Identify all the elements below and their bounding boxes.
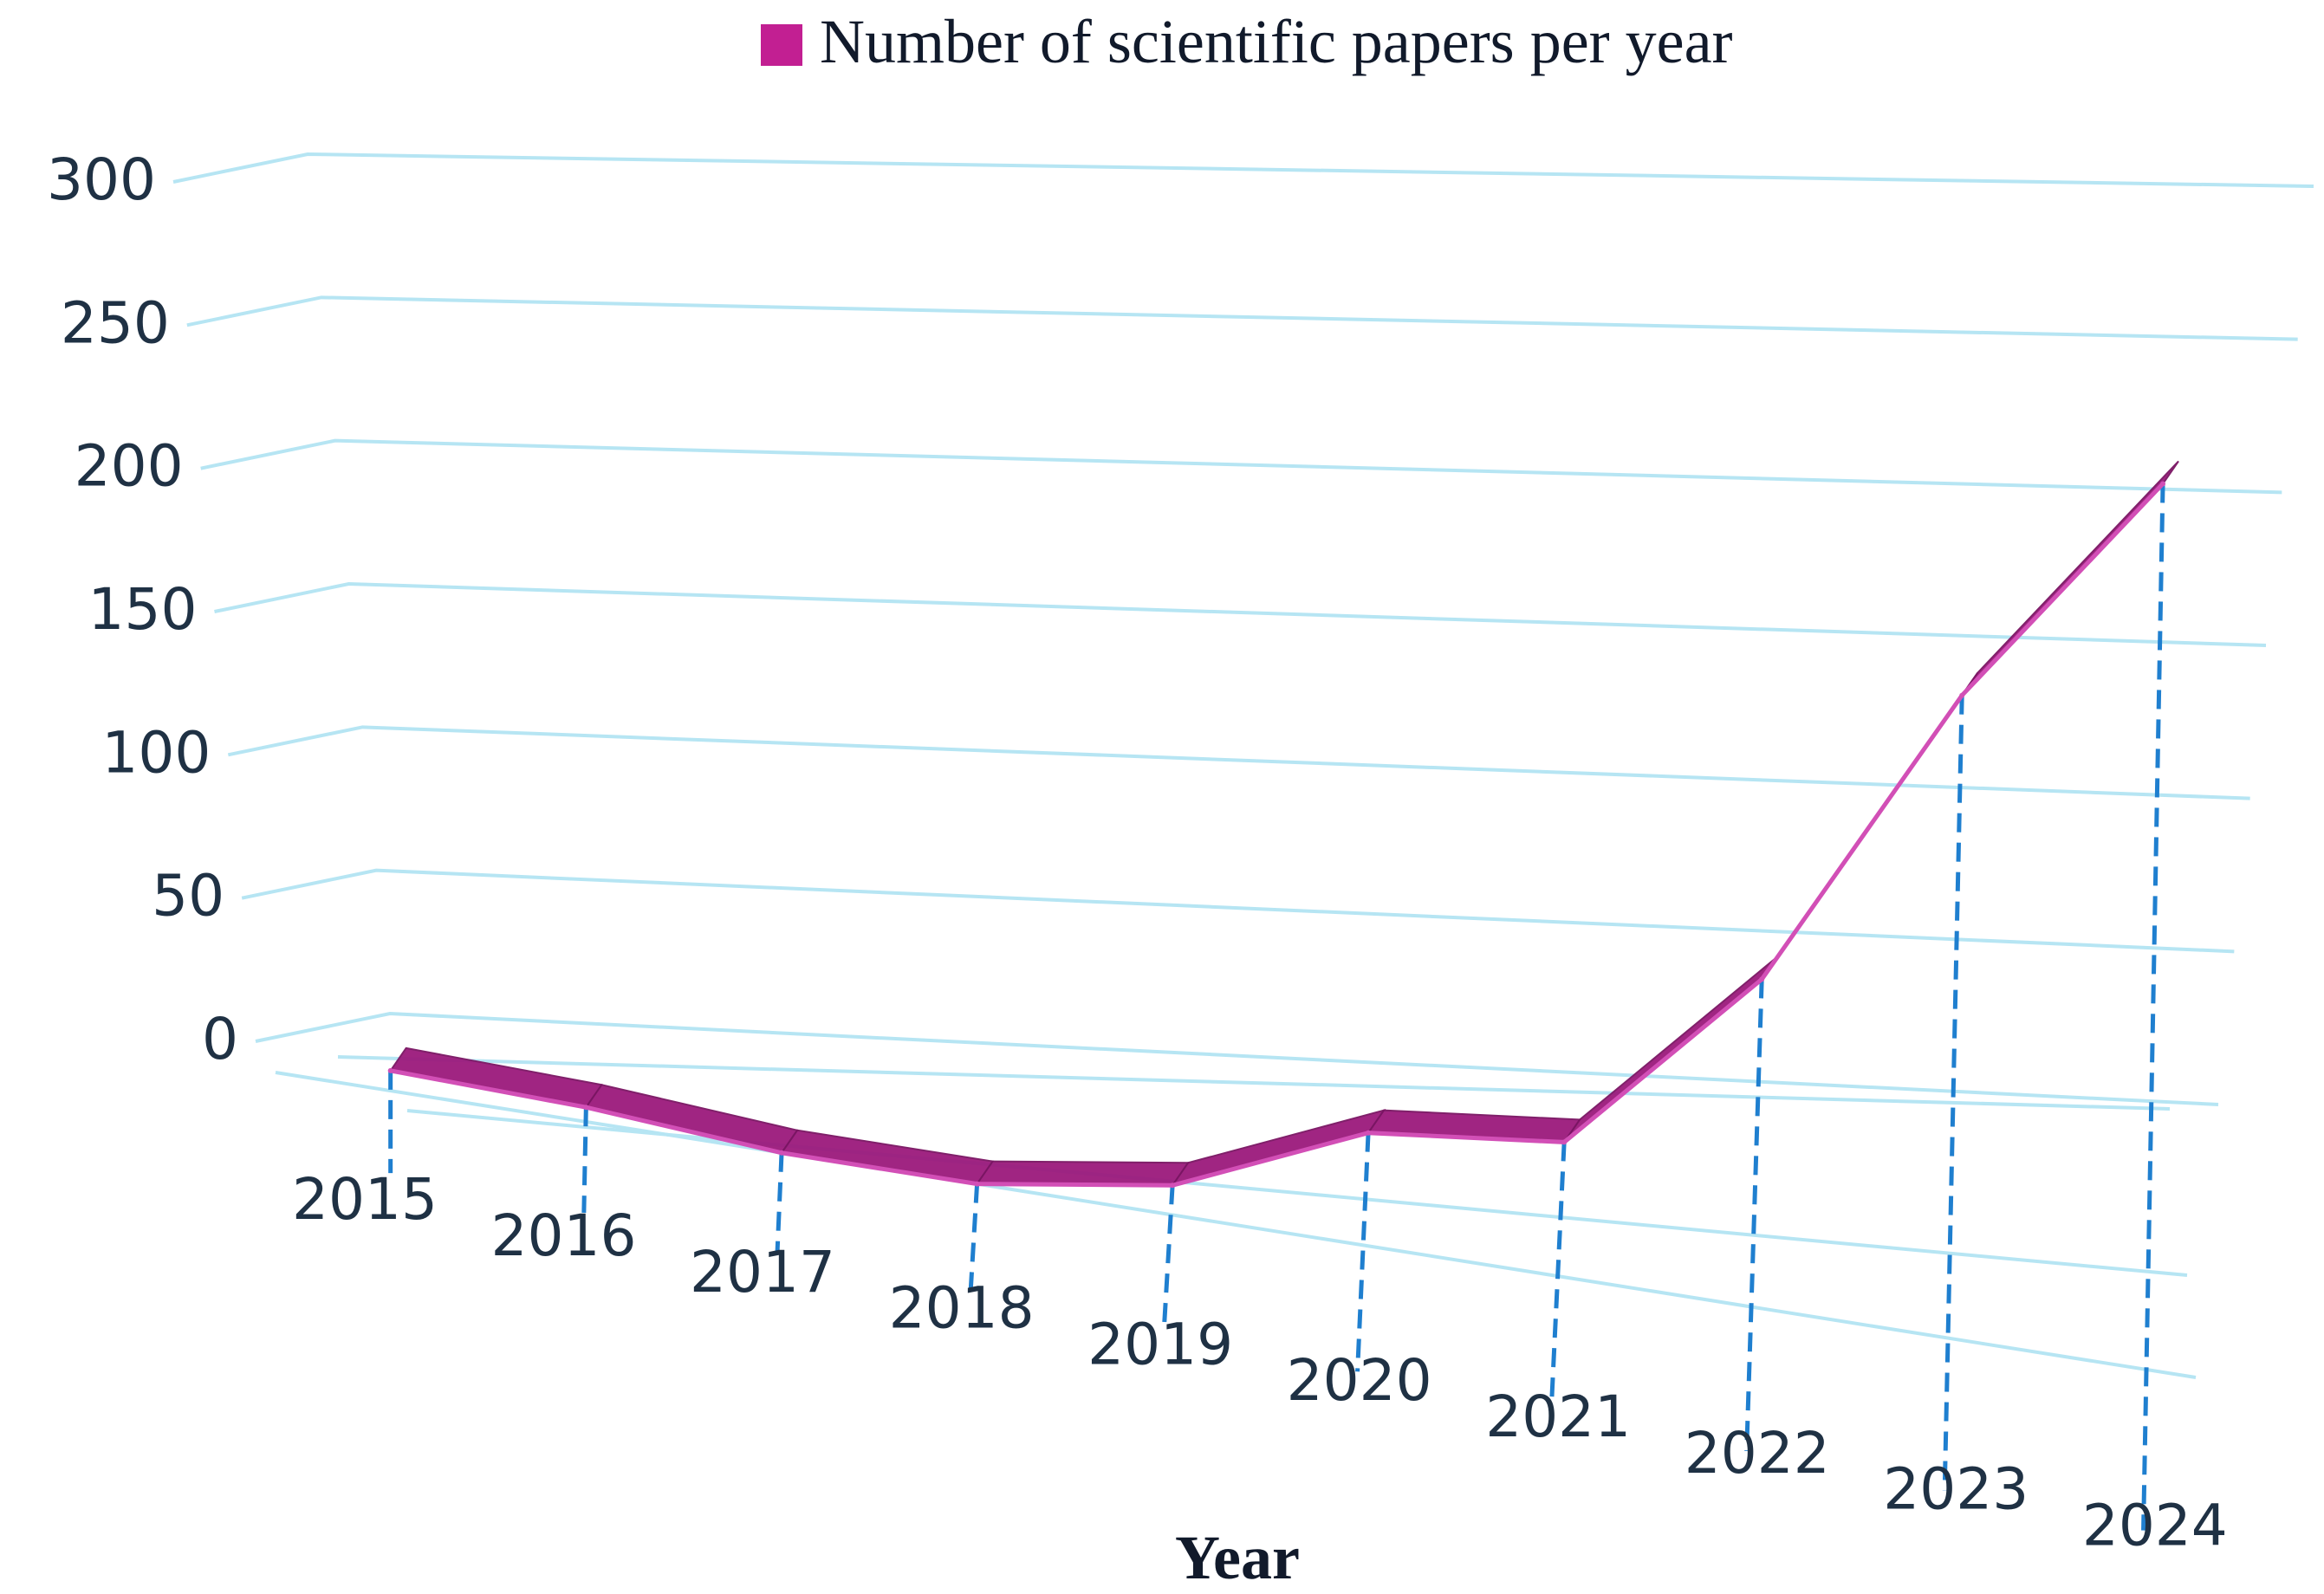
ribbon-segment-2019-2020: [1170, 1109, 1386, 1187]
drop-line-2018: [968, 1183, 980, 1293]
legend-label: Number of scientific papers per year: [820, 7, 1733, 76]
grid-line-200: [200, 438, 2282, 495]
data-point-2021: [1561, 1139, 1568, 1145]
x-tick-label-2024: 2024: [2082, 1493, 2228, 1559]
drop-line-2016: [581, 1107, 588, 1213]
y-axis-tick-labels: 0 50 100 150 200 250 300: [47, 146, 238, 1072]
data-point-2020: [1366, 1130, 1372, 1136]
drop-lines: [388, 483, 2165, 1531]
y-tick-label-250: 250: [61, 289, 170, 356]
x-tick-label-2020: 2020: [1287, 1347, 1432, 1414]
x-tick-label-2015: 2015: [292, 1166, 438, 1233]
grid-line-0: [255, 1011, 2219, 1106]
series-ribbon: [387, 460, 2179, 1189]
x-tick-label-2022: 2022: [1685, 1420, 1830, 1487]
data-point-2022: [1759, 976, 1765, 982]
grid-lines: [172, 152, 2314, 1379]
floor-front-edge: [275, 1071, 2197, 1379]
data-point-2015: [387, 1067, 393, 1073]
drop-line-2020: [1355, 1132, 1371, 1372]
y-tick-label-100: 100: [101, 719, 211, 786]
grid-line-100: [227, 725, 2250, 800]
x-tick-label-2023: 2023: [1883, 1456, 2029, 1523]
drop-line-2022: [1744, 979, 1764, 1451]
y-tick-label-150: 150: [88, 576, 198, 643]
x-axis-title: Year: [1175, 1523, 1300, 1592]
ribbon-segment-2018-2019: [975, 1160, 1191, 1187]
floor-mid-line: [406, 1109, 2188, 1277]
grid-line-250: [186, 295, 2298, 341]
data-point-2019: [1170, 1183, 1176, 1189]
grid-line-300: [172, 152, 2314, 188]
y-tick-label-50: 50: [152, 863, 224, 930]
data-point-2016: [583, 1105, 589, 1111]
ribbon-segment-2016-2017: [584, 1084, 799, 1154]
legend-swatch: [761, 24, 802, 66]
grid-line-150: [214, 581, 2267, 647]
data-point-2023: [1959, 692, 1965, 698]
grid-line-50: [241, 868, 2235, 954]
x-axis-tick-labels: 2015 2016 2017 2018 2019 2020 2021 2022 2023 2024: [292, 1166, 2228, 1558]
drop-line-2023: [1942, 695, 1964, 1491]
x-tick-label-2016: 2016: [491, 1202, 637, 1269]
y-tick-label-300: 300: [47, 146, 156, 213]
data-point-2017: [779, 1150, 785, 1156]
y-tick-label-200: 200: [75, 433, 184, 500]
x-tick-label-2017: 2017: [690, 1239, 835, 1306]
x-tick-label-2021: 2021: [1485, 1383, 1631, 1450]
series-line: [390, 482, 2165, 1188]
data-point-2024: [2160, 481, 2166, 487]
y-tick-label-0: 0: [202, 1006, 238, 1072]
legend: Number of scientific papers per year: [761, 7, 1733, 76]
drop-line-2019: [1161, 1185, 1175, 1332]
drop-line-2017: [775, 1152, 784, 1253]
x-tick-label-2019: 2019: [1087, 1311, 1233, 1377]
x-tick-label-2018: 2018: [889, 1275, 1035, 1342]
drop-line-2024: [2141, 483, 2165, 1531]
data-point-2018: [974, 1181, 980, 1187]
floor-back-line: [337, 1055, 2171, 1111]
drop-line-2021: [1548, 1142, 1567, 1412]
